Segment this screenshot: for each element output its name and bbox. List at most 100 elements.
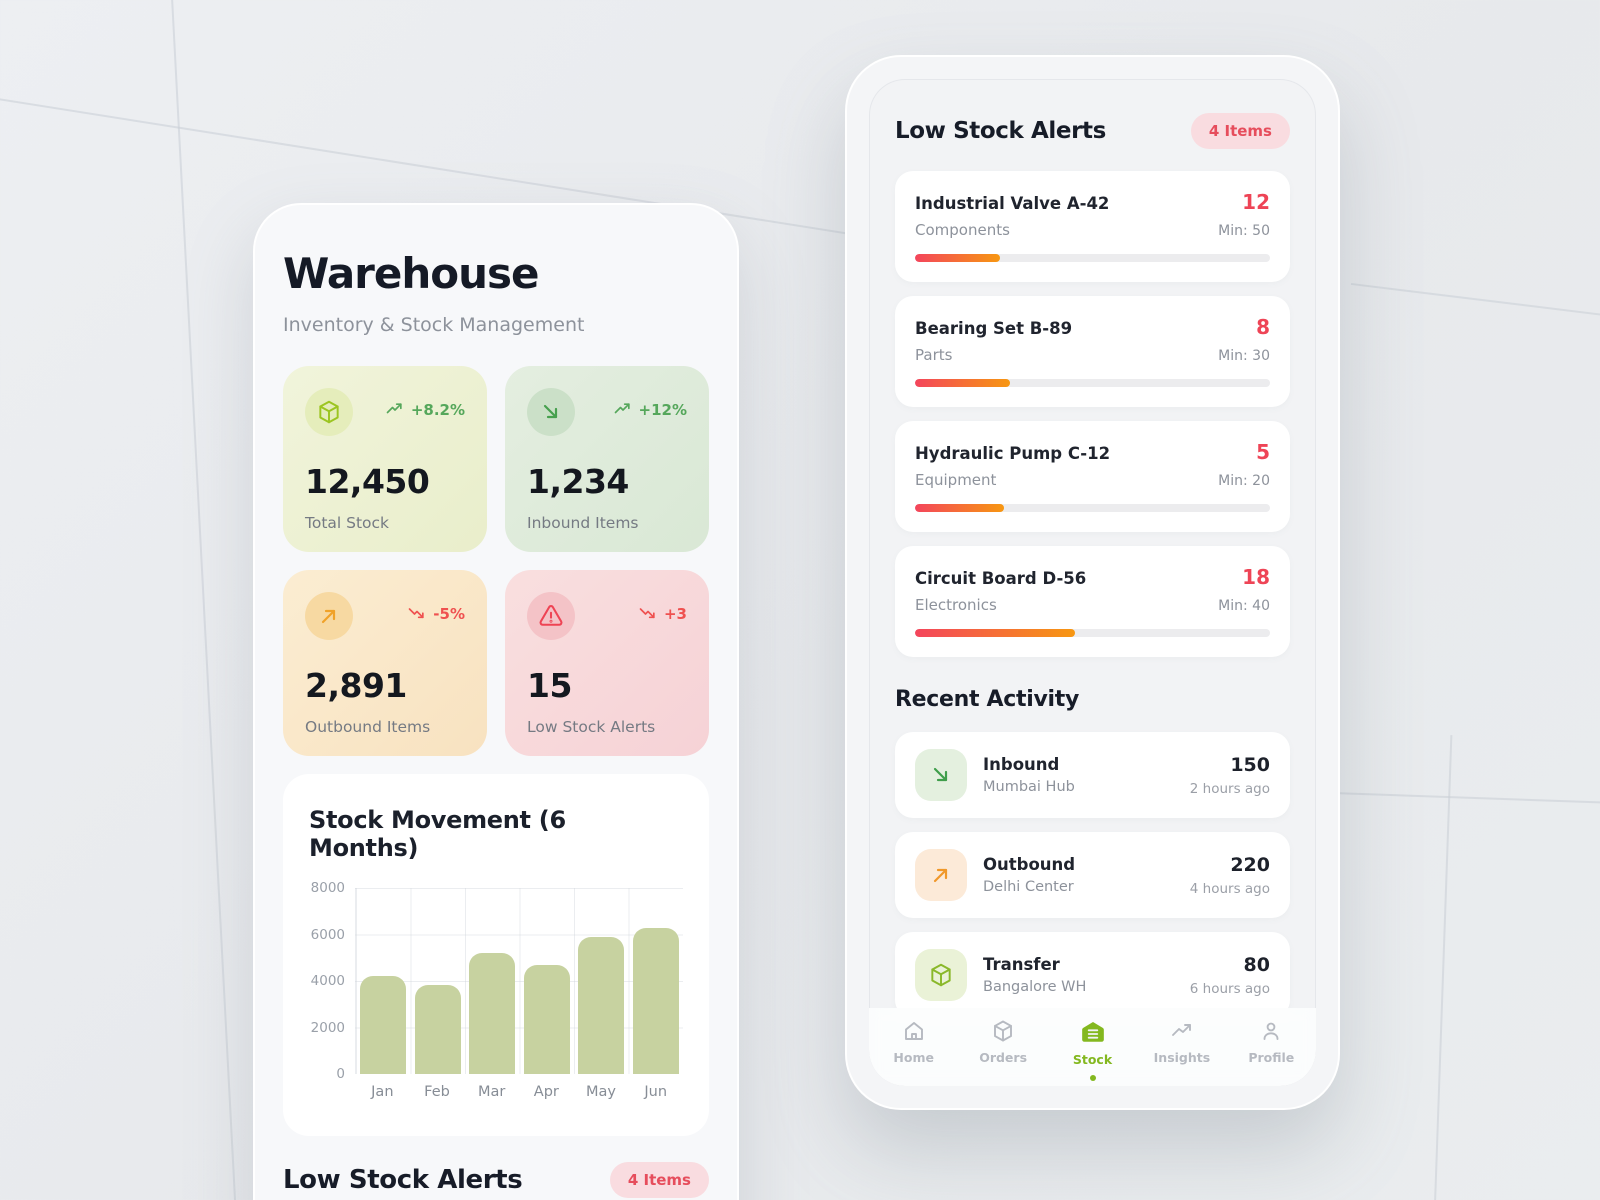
stock-progress-fill xyxy=(915,254,1001,262)
trend-badge: +12% xyxy=(613,400,687,420)
bar-feb xyxy=(414,984,461,1074)
alert-quantity: 5 xyxy=(1256,440,1270,464)
bar-cell xyxy=(520,888,575,1074)
trend-up-icon xyxy=(614,403,630,414)
arrow-up-right-icon xyxy=(305,592,353,640)
stock-progress-track xyxy=(915,379,1270,387)
person-icon xyxy=(1263,1022,1279,1040)
chart-title: Stock Movement (6 Months) xyxy=(309,806,566,862)
alert-min: Min: 20 xyxy=(1218,473,1270,489)
nav-label: Home xyxy=(893,1050,934,1065)
bar-mar xyxy=(469,953,516,1074)
stat-card-header: +8.2% xyxy=(305,388,465,436)
warehouse-dashboard-screen: Warehouse Inventory & Stock Management +… xyxy=(253,203,739,1200)
bar-cell xyxy=(465,888,520,1074)
activity-list: Inbound Mumbai Hub 150 2 hours ago Outbo… xyxy=(895,732,1290,1018)
arrow-down-right-icon xyxy=(527,388,575,436)
stock-progress-track xyxy=(915,254,1270,262)
nav-label: Insights xyxy=(1153,1050,1211,1065)
stat-card-total-stock[interactable]: +8.2% 12,450 Total Stock xyxy=(283,366,487,552)
arrow-down-right-icon xyxy=(915,749,967,801)
activity-meta: 220 4 hours ago xyxy=(1190,854,1270,897)
stock-movement-chart-card: Stock Movement (6 Months) 8000 6000 4000… xyxy=(283,774,709,1136)
activity-text: Transfer Bangalore WH xyxy=(983,955,1174,995)
chart-y-axis: 8000 6000 4000 2000 0 xyxy=(309,880,355,1082)
nav-item-home[interactable]: Home xyxy=(869,1019,958,1086)
bar-jan xyxy=(360,976,407,1074)
stat-label: Low Stock Alerts xyxy=(527,718,656,736)
activity-type: Transfer xyxy=(983,955,1060,974)
stat-card-inbound[interactable]: +12% 1,234 Inbound Items xyxy=(505,366,709,552)
activity-inbound[interactable]: Inbound Mumbai Hub 150 2 hours ago xyxy=(895,732,1290,818)
activity-meta: 80 6 hours ago xyxy=(1190,954,1270,997)
package-icon xyxy=(305,388,353,436)
stat-card-header: -5% xyxy=(305,592,465,640)
activity-quantity: 80 xyxy=(1243,953,1270,976)
activity-location: Mumbai Hub xyxy=(983,779,1075,795)
trend-icon xyxy=(1171,1024,1191,1036)
activity-outbound[interactable]: Outbound Delhi Center 220 4 hours ago xyxy=(895,832,1290,918)
chart-x-axis: Jan Feb Mar Apr May Jun xyxy=(355,1084,683,1100)
stat-card-low-stock[interactable]: +3 15 Low Stock Alerts xyxy=(505,570,709,756)
trend-badge: +8.2% xyxy=(385,400,465,420)
bar-chart: 8000 6000 4000 2000 0 xyxy=(309,880,683,1082)
alert-category: Parts xyxy=(915,346,953,364)
stat-value: 12,450 xyxy=(305,462,430,501)
section-title: Low Stock Alerts xyxy=(895,118,1106,144)
nav-item-stock[interactable]: Stock xyxy=(1048,1019,1137,1086)
stock-progress-fill xyxy=(915,379,1010,387)
trend-up-icon xyxy=(386,403,402,414)
alert-quantity: 12 xyxy=(1242,190,1270,214)
activity-location: Delhi Center xyxy=(983,879,1074,895)
low-stock-header: Low Stock Alerts 4 Items xyxy=(895,113,1290,149)
activity-meta: 150 2 hours ago xyxy=(1190,754,1270,797)
y-tick: 6000 xyxy=(310,926,345,943)
bar-apr xyxy=(523,964,570,1074)
stock-progress-fill xyxy=(915,504,1004,512)
alert-card-circuit-board[interactable]: Circuit Board D-56 18 Electronics Min: 4… xyxy=(895,546,1290,657)
alert-card-bearing-set[interactable]: Bearing Set B-89 8 Parts Min: 30 xyxy=(895,296,1290,407)
nav-item-orders[interactable]: Orders xyxy=(958,1019,1047,1086)
stat-label: Outbound Items xyxy=(305,718,431,736)
trend-value: -5% xyxy=(433,605,465,623)
trend-value: +8.2% xyxy=(410,401,465,419)
alert-row: Hydraulic Pump C-12 5 xyxy=(915,440,1270,464)
activity-time: 4 hours ago xyxy=(1189,880,1270,897)
stat-value: 2,891 xyxy=(305,666,407,705)
alert-name: Circuit Board D-56 xyxy=(915,569,1087,588)
activity-transfer[interactable]: Transfer Bangalore WH 80 6 hours ago xyxy=(895,932,1290,1018)
y-tick: 2000 xyxy=(310,1019,345,1036)
x-tick: Jan xyxy=(371,1084,394,1100)
stock-progress-track xyxy=(915,629,1270,637)
trend-value: +3 xyxy=(663,605,687,623)
alert-card-industrial-valve[interactable]: Industrial Valve A-42 12 Components Min:… xyxy=(895,171,1290,282)
alert-category: Components xyxy=(915,221,1010,239)
nav-label: Profile xyxy=(1248,1050,1295,1065)
stat-label: Total Stock xyxy=(305,514,390,532)
alert-card-hydraulic-pump[interactable]: Hydraulic Pump C-12 5 Equipment Min: 20 xyxy=(895,421,1290,532)
bar-cell xyxy=(629,888,684,1074)
stat-card-header: +3 xyxy=(527,592,687,640)
alert-row: Parts Min: 30 xyxy=(915,346,1270,364)
trend-value: +12% xyxy=(638,401,687,419)
activity-text: Inbound Mumbai Hub xyxy=(983,755,1174,795)
bar-may xyxy=(578,936,625,1074)
activity-type: Inbound xyxy=(983,755,1060,774)
trend-badge: +3 xyxy=(638,604,687,624)
nav-label: Stock xyxy=(1072,1052,1113,1067)
stock-progress-fill xyxy=(915,629,1075,637)
chart-bars xyxy=(356,888,683,1074)
x-tick: Feb xyxy=(424,1084,450,1100)
bar-cell xyxy=(411,888,466,1074)
alert-row: Components Min: 50 xyxy=(915,221,1270,239)
stat-value: 15 xyxy=(527,666,572,705)
y-tick: 4000 xyxy=(310,973,345,989)
alert-name: Hydraulic Pump C-12 xyxy=(915,444,1111,463)
x-tick: May xyxy=(586,1084,617,1100)
box-icon xyxy=(994,1020,1013,1042)
nav-item-insights[interactable]: Insights xyxy=(1137,1019,1226,1086)
trend-badge: -5% xyxy=(407,604,465,624)
nav-item-profile[interactable]: Profile xyxy=(1227,1019,1316,1086)
y-tick: 0 xyxy=(336,1066,345,1082)
stat-card-outbound[interactable]: -5% 2,891 Outbound Items xyxy=(283,570,487,756)
